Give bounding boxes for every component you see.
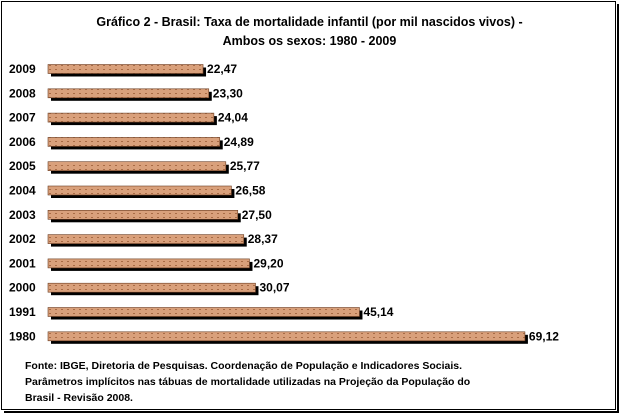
value-label-2002: 28,37 bbox=[248, 232, 278, 246]
chart-title: Gráfico 2 - Brasil: Taxa de mortalidade … bbox=[0, 13, 619, 51]
source-note: Fonte: IBGE, Diretoria de Pesquisas. Coo… bbox=[25, 358, 585, 406]
value-label-1980: 69,12 bbox=[529, 329, 559, 343]
bar-1991 bbox=[47, 307, 360, 317]
bar-2004 bbox=[47, 185, 232, 196]
bar-2005 bbox=[47, 161, 227, 171]
value-label-2004: 26,58 bbox=[235, 184, 265, 198]
value-label-2005: 25,77 bbox=[230, 159, 260, 173]
bar-1980 bbox=[47, 331, 526, 342]
frame-shadow-right bbox=[617, 4, 619, 413]
value-label-2003: 27,50 bbox=[242, 208, 272, 222]
value-label-2008: 23,30 bbox=[213, 86, 243, 100]
source-line-2: Parâmetros implícitos nas tábuas de mort… bbox=[25, 376, 471, 388]
bar-2000 bbox=[47, 282, 256, 293]
bar-2002 bbox=[47, 234, 245, 244]
value-label-2007: 24,04 bbox=[218, 111, 248, 125]
bar-2008 bbox=[47, 88, 210, 99]
bar-2009 bbox=[47, 64, 204, 74]
chart-title-line-1: Gráfico 2 - Brasil: Taxa de mortalidade … bbox=[96, 15, 523, 29]
bar-2003 bbox=[47, 210, 239, 220]
category-label-2009: 2009 bbox=[9, 62, 36, 76]
value-label-1991: 45,14 bbox=[363, 305, 393, 319]
category-label-2004: 2004 bbox=[9, 184, 36, 198]
category-label-2001: 2001 bbox=[9, 256, 36, 270]
chart-title-line-2: Ambos os sexos: 1980 - 2009 bbox=[222, 34, 397, 48]
value-label-2009: 22,47 bbox=[207, 62, 237, 76]
frame-shadow-bottom bbox=[4, 411, 619, 413]
category-label-1991: 1991 bbox=[9, 305, 36, 319]
value-label-2000: 30,07 bbox=[259, 281, 289, 295]
source-line-3: Brasil - Revisão 2008. bbox=[25, 392, 133, 404]
category-label-2000: 2000 bbox=[9, 281, 36, 295]
category-label-2005: 2005 bbox=[9, 159, 36, 173]
value-label-2001: 29,20 bbox=[253, 256, 283, 270]
bar-2007 bbox=[47, 112, 215, 123]
category-label-1980: 1980 bbox=[9, 329, 36, 343]
bar-2001 bbox=[47, 258, 250, 269]
category-label-2006: 2006 bbox=[9, 135, 36, 149]
category-label-2003: 2003 bbox=[9, 208, 36, 222]
category-label-2002: 2002 bbox=[9, 232, 36, 246]
category-label-2008: 2008 bbox=[9, 86, 36, 100]
bar-2006 bbox=[47, 137, 221, 147]
category-label-2007: 2007 bbox=[9, 111, 36, 125]
value-label-2006: 24,89 bbox=[224, 135, 254, 149]
source-line-1: Fonte: IBGE, Diretoria de Pesquisas. Coo… bbox=[25, 360, 463, 372]
